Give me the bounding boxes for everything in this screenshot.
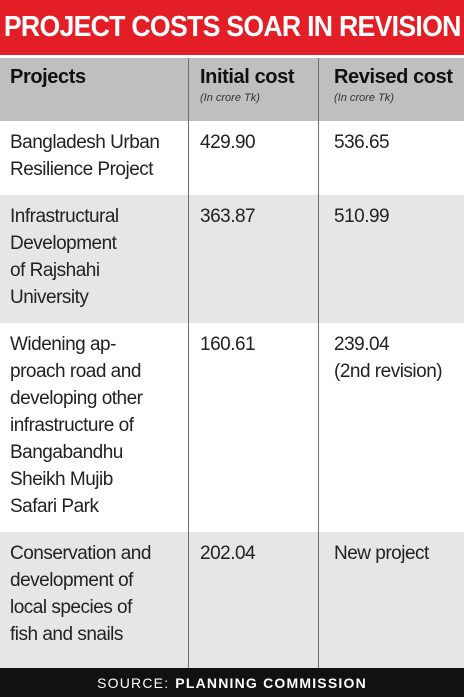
table-row: Bangladesh Urban Resilience Project 429.90… xyxy=(0,121,464,195)
revised-cost-line: 239.04 xyxy=(334,334,390,355)
header-revised-cost: Revised cost (In crore Tk) xyxy=(334,58,462,104)
project-name-line: Sheikh Mujib xyxy=(10,469,113,490)
source-name: PLANNING COMMISSION xyxy=(175,674,367,691)
project-name-line: Bangladesh Urban xyxy=(10,132,160,153)
chart-title: PROJECT COSTS SOAR IN REVISION xyxy=(3,11,462,43)
header-initial-cost: Initial cost (In crore Tk) xyxy=(200,58,310,104)
project-name-line: local species of xyxy=(10,597,132,618)
project-name: Bangladesh Urban Resilience Project xyxy=(10,129,178,183)
header-projects: Projects xyxy=(10,58,178,88)
header-label: Initial cost xyxy=(200,66,295,88)
revised-cost-value: 536.65 xyxy=(334,129,462,156)
header-unit: (In crore Tk) xyxy=(200,92,260,104)
project-name-line: Safari Park xyxy=(10,496,99,517)
revised-cost-value: New project xyxy=(334,540,462,567)
revised-cost-line: New project xyxy=(334,543,429,564)
project-name-line: fish and snails xyxy=(10,624,123,645)
initial-cost-value: 160.61 xyxy=(200,334,256,355)
project-name: Conservation and development of local spec… xyxy=(10,540,178,648)
project-name-line: Infrastructural xyxy=(10,206,119,227)
project-name: Widening ap-proach road and developing ot… xyxy=(10,331,178,520)
project-name-line: Widening ap- xyxy=(10,334,116,355)
source-prefix: SOURCE: xyxy=(97,674,170,691)
project-name-line: University xyxy=(10,287,89,308)
revised-cost-line: 536.65 xyxy=(334,132,390,153)
project-name: Infrastructural Development of Rajshahi Uni… xyxy=(10,203,178,311)
project-name-line: proach road and xyxy=(10,361,141,382)
header-label: Projects xyxy=(10,66,86,88)
revised-cost-value: 239.04 (2nd revision) xyxy=(334,331,462,385)
title-bar: PROJECT COSTS SOAR IN REVISION xyxy=(0,0,464,55)
column-divider xyxy=(318,58,319,668)
initial-cost-value: 429.90 xyxy=(200,132,256,153)
header-unit: (In crore Tk) xyxy=(334,92,394,104)
project-name-line: of Rajshahi xyxy=(10,260,100,281)
project-name-line: development of xyxy=(10,570,133,591)
project-name-line: Development xyxy=(10,233,117,254)
column-divider xyxy=(188,58,189,668)
table-row: Conservation and development of local spec… xyxy=(0,532,464,668)
table-header: Projects Initial cost (In crore Tk) Revi… xyxy=(0,58,464,121)
revised-cost-value: 510.99 xyxy=(334,203,462,230)
table-row: Widening ap-proach road and developing ot… xyxy=(0,323,464,532)
project-name-line: Resilience Project xyxy=(10,159,154,180)
project-name-line: Conservation and xyxy=(10,543,151,564)
revised-cost-line: 510.99 xyxy=(334,206,390,227)
initial-cost-value: 202.04 xyxy=(200,543,256,564)
project-name-line: infrastructure of xyxy=(10,415,134,436)
project-name-line: Bangabandhu xyxy=(10,442,123,463)
table-row: Infrastructural Development of Rajshahi Uni… xyxy=(0,195,464,323)
source-bar: SOURCE: PLANNING COMMISSION xyxy=(0,668,464,697)
revised-cost-line: (2nd revision) xyxy=(334,361,443,382)
initial-cost-value: 363.87 xyxy=(200,206,256,227)
project-name-line: developing other xyxy=(10,388,143,409)
header-label: Revised cost xyxy=(334,66,453,88)
